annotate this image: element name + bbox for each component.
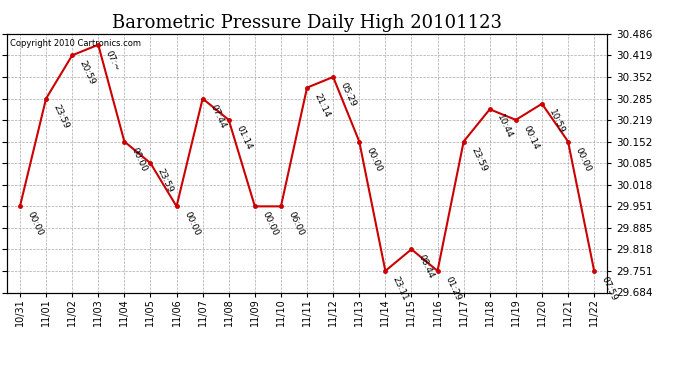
Text: 10:44: 10:44 (495, 113, 514, 141)
Text: 00:00: 00:00 (130, 146, 149, 173)
Text: 00:00: 00:00 (182, 210, 201, 238)
Text: 07:~: 07:~ (104, 49, 121, 72)
Text: 23:11: 23:11 (391, 275, 410, 302)
Text: Copyright 2010 Cartronics.com: Copyright 2010 Cartronics.com (10, 39, 141, 48)
Text: 01:14: 01:14 (235, 124, 253, 151)
Text: 00:14: 00:14 (522, 124, 540, 151)
Text: 07:44: 07:44 (208, 103, 227, 130)
Text: 01:29: 01:29 (443, 275, 462, 302)
Text: 20:59: 20:59 (78, 60, 97, 87)
Title: Barometric Pressure Daily High 20101123: Barometric Pressure Daily High 20101123 (112, 14, 502, 32)
Text: 21:14: 21:14 (313, 92, 332, 119)
Text: 00:00: 00:00 (26, 210, 45, 238)
Text: 00:00: 00:00 (573, 146, 593, 173)
Text: 07:59: 07:59 (600, 275, 619, 302)
Text: 23:59: 23:59 (469, 146, 489, 173)
Text: 00:00: 00:00 (260, 210, 279, 238)
Text: 08:44: 08:44 (417, 254, 436, 280)
Text: 06:00: 06:00 (286, 210, 306, 238)
Text: 05:29: 05:29 (339, 81, 357, 108)
Text: 10:59: 10:59 (547, 108, 566, 135)
Text: 00:00: 00:00 (365, 146, 384, 173)
Text: 23:59: 23:59 (156, 167, 175, 194)
Text: 23:59: 23:59 (52, 103, 70, 130)
